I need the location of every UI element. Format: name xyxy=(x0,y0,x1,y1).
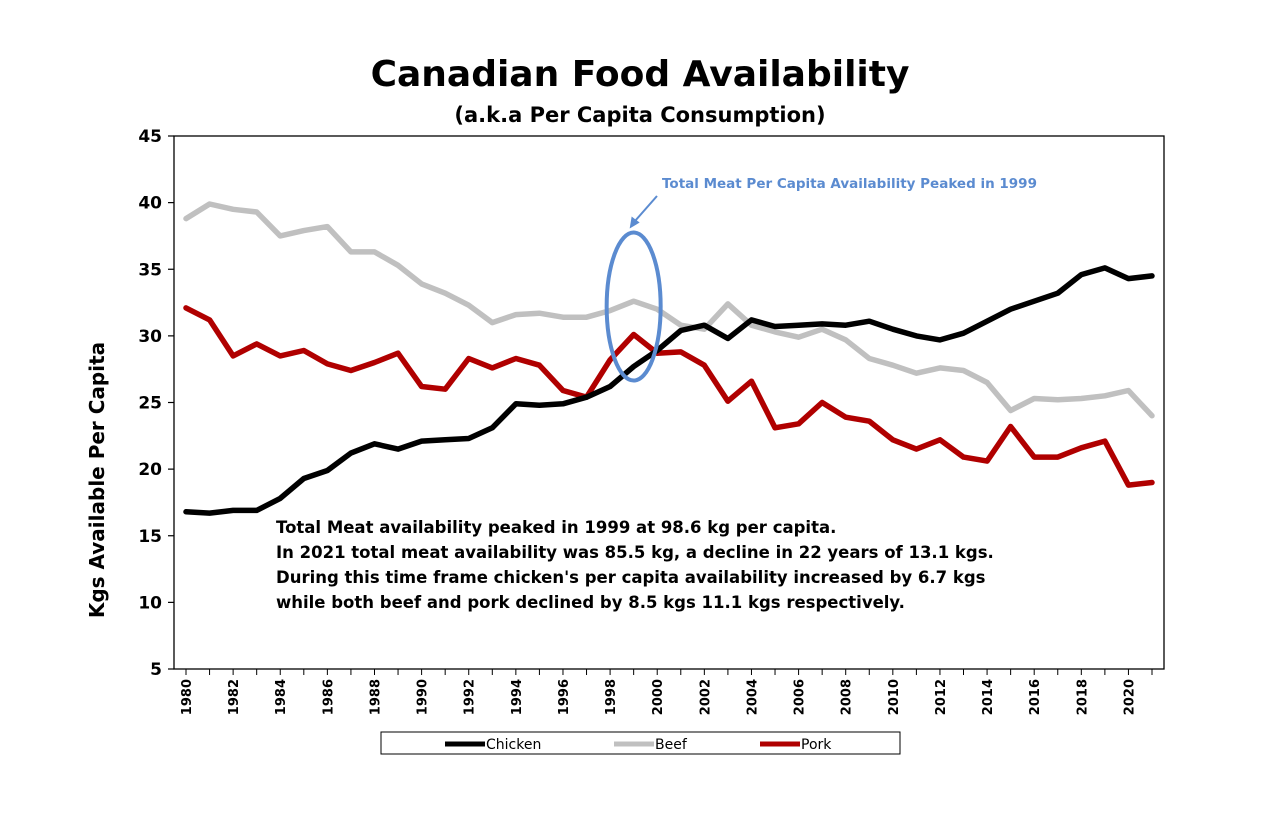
note-line-4: while both beef and pork declined by 8.5… xyxy=(276,593,905,612)
series-line-beef xyxy=(183,201,1155,419)
note-line-3: During this time frame chicken's per cap… xyxy=(276,568,986,587)
y-tick-label: 40 xyxy=(138,194,162,214)
x-tick-label: 1992 xyxy=(463,679,478,715)
plot-area xyxy=(173,135,1165,670)
x-tick-label: 1994 xyxy=(510,679,525,715)
note-line-1: Total Meat availability peaked in 1999 a… xyxy=(276,518,836,537)
annotation: Total Meat Per Capita Availability Peake… xyxy=(604,176,1037,383)
x-tick-label: 1990 xyxy=(416,679,431,715)
x-tick-label: 1996 xyxy=(557,679,572,715)
x-tick-label: 2014 xyxy=(981,679,996,715)
x-tick-label: 1982 xyxy=(227,679,242,715)
x-tick-label: 1986 xyxy=(321,679,336,715)
chart-subtitle: (a.k.a Per Capita Consumption) xyxy=(454,103,825,127)
y-tick-label: 35 xyxy=(138,260,162,280)
y-axis: 5 10 15 20 25 30 35 40 45 xyxy=(138,127,174,680)
x-tick-label: 2006 xyxy=(793,679,808,715)
x-tick-label: 2000 xyxy=(651,679,666,715)
x-tick-label: 2004 xyxy=(745,679,760,715)
y-tick-label: 25 xyxy=(138,394,162,414)
series-line-chicken xyxy=(183,265,1155,516)
x-tick-label: 2008 xyxy=(840,679,855,715)
note-block: Total Meat availability peaked in 1999 a… xyxy=(276,518,994,612)
note-line-2: In 2021 total meat availability was 85.5… xyxy=(276,543,994,562)
x-tick-label: 1988 xyxy=(368,679,383,715)
legend-label-beef: Beef xyxy=(655,737,688,753)
annotation-arrow xyxy=(632,195,658,224)
x-axis: 1980 1982 1984 1986 1988 1990 1992 1994 1996 1998… xyxy=(180,669,1153,715)
x-tick-label: 2020 xyxy=(1122,679,1137,715)
y-tick-label: 45 xyxy=(138,127,162,147)
legend-label-pork: Pork xyxy=(801,737,832,753)
x-tick-label: 2016 xyxy=(1028,679,1043,715)
y-tick-label: 15 xyxy=(138,527,162,547)
annotation-text: Total Meat Per Capita Availability Peake… xyxy=(662,176,1037,192)
y-tick-label: 10 xyxy=(138,593,162,613)
x-tick-label: 2012 xyxy=(934,679,949,715)
y-tick-label: 5 xyxy=(150,660,162,680)
x-tick-label: 1998 xyxy=(604,679,619,715)
x-tick-label: 2002 xyxy=(698,679,713,715)
legend-label-chicken: Chicken xyxy=(486,737,541,753)
y-tick-label: 20 xyxy=(138,460,162,480)
x-tick-label: 2010 xyxy=(887,679,902,715)
y-tick-label: 30 xyxy=(138,327,162,347)
series-lines xyxy=(183,201,1155,516)
y-axis-label: Kgs Available Per Capita xyxy=(85,342,109,618)
x-tick-label: 1984 xyxy=(274,679,289,715)
legend: Chicken Beef Pork xyxy=(380,731,901,755)
annotation-arrowhead xyxy=(629,216,640,229)
x-tick-label: 2018 xyxy=(1075,679,1090,715)
peak-ellipse xyxy=(604,230,663,383)
chart-title: Canadian Food Availability xyxy=(371,54,910,95)
series-line-pork xyxy=(183,305,1155,488)
x-tick-label: 1980 xyxy=(180,679,195,715)
